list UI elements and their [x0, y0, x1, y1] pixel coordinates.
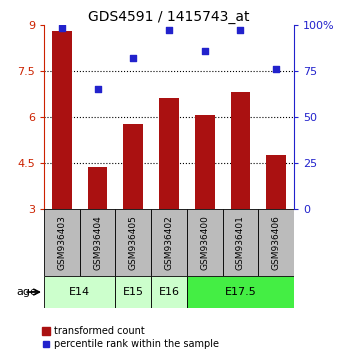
- Bar: [151, 276, 187, 308]
- Bar: [123, 125, 143, 209]
- Text: GSM936402: GSM936402: [165, 215, 173, 270]
- Bar: [151, 209, 187, 276]
- Bar: [44, 276, 115, 308]
- Bar: [266, 155, 286, 209]
- Bar: [115, 209, 151, 276]
- Point: [130, 55, 136, 61]
- Text: GSM936405: GSM936405: [129, 215, 138, 270]
- Point: [273, 66, 279, 72]
- Point: [166, 28, 172, 33]
- Point: [95, 86, 100, 92]
- Text: E17.5: E17.5: [224, 287, 256, 297]
- Point: [238, 28, 243, 33]
- Text: GSM936404: GSM936404: [93, 215, 102, 270]
- Text: GSM936400: GSM936400: [200, 215, 209, 270]
- Text: GSM936403: GSM936403: [57, 215, 66, 270]
- Text: GSM936406: GSM936406: [272, 215, 281, 270]
- Bar: [88, 167, 107, 209]
- Bar: [44, 209, 80, 276]
- Legend: transformed count, percentile rank within the sample: transformed count, percentile rank withi…: [42, 326, 219, 349]
- Text: E14: E14: [69, 287, 90, 297]
- Bar: [223, 209, 258, 276]
- Point: [59, 25, 65, 31]
- Text: E16: E16: [159, 287, 179, 297]
- Bar: [187, 209, 223, 276]
- Bar: [52, 31, 72, 209]
- Bar: [80, 209, 115, 276]
- Text: age: age: [16, 287, 37, 297]
- Text: E15: E15: [123, 287, 144, 297]
- Bar: [258, 209, 294, 276]
- Title: GDS4591 / 1415743_at: GDS4591 / 1415743_at: [88, 10, 250, 24]
- Text: GSM936401: GSM936401: [236, 215, 245, 270]
- Bar: [159, 98, 179, 209]
- Bar: [231, 92, 250, 209]
- Bar: [187, 276, 294, 308]
- Point: [202, 48, 208, 53]
- Bar: [115, 276, 151, 308]
- Bar: [195, 115, 215, 209]
